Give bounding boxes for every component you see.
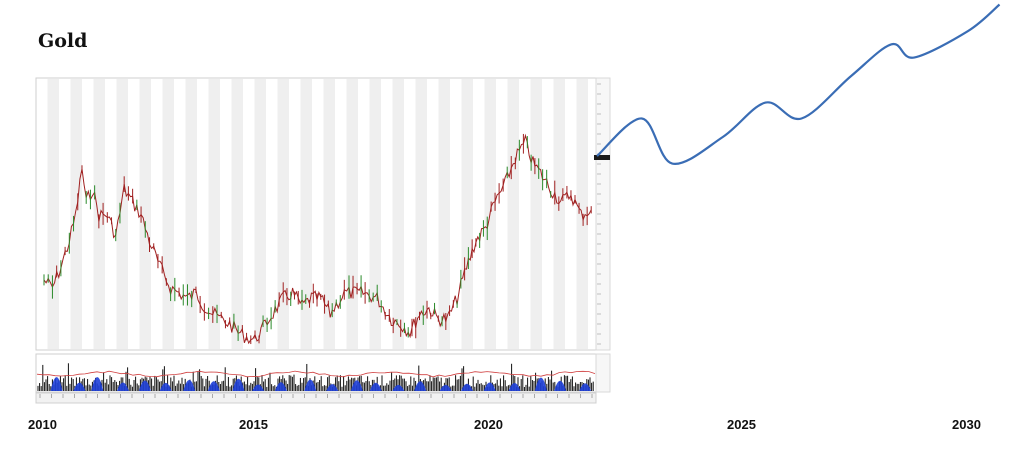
price-panel-background — [36, 78, 596, 350]
grid-stripe — [461, 79, 473, 349]
volume-axis — [595, 353, 611, 393]
x-tick-label: 2025 — [727, 417, 756, 432]
volume-hump — [50, 377, 63, 391]
volume-hump — [207, 381, 220, 391]
price-panel — [35, 77, 611, 351]
grid-stripe — [346, 79, 358, 349]
current-price-marker — [594, 155, 610, 160]
volume-panel — [35, 353, 611, 393]
x-tick-label: 2030 — [952, 417, 981, 432]
volume-hump — [350, 380, 363, 391]
date-strip-ticks — [39, 394, 593, 398]
volume-hump — [232, 378, 245, 391]
grid-stripe — [507, 79, 519, 349]
grid-stripe — [438, 79, 450, 349]
forecast-curve — [596, 3, 1001, 165]
volume-hump — [73, 382, 86, 391]
x-tick-label: 2010 — [28, 417, 57, 432]
volume-hump — [138, 380, 151, 391]
grid-stripe — [162, 79, 174, 349]
x-tick-label: 2020 — [474, 417, 503, 432]
grid-stripe — [185, 79, 197, 349]
grid-stripe — [300, 79, 312, 349]
x-tick-label: 2015 — [239, 417, 268, 432]
grid-stripe — [369, 79, 381, 349]
grid-stripe — [323, 79, 335, 349]
volume-hump — [91, 377, 104, 391]
grid-stripe — [70, 79, 82, 349]
volume-hump — [183, 379, 196, 391]
grid-stripe — [530, 79, 542, 349]
grid-stripe — [93, 79, 105, 349]
volume-bars — [37, 363, 594, 391]
grid-stripe — [254, 79, 266, 349]
volume-hump — [414, 381, 427, 391]
volume-hump — [483, 382, 496, 391]
candlestick-wicks — [43, 133, 592, 345]
grid-stripe — [277, 79, 289, 349]
grid-stripe — [392, 79, 404, 349]
volume-hump — [508, 383, 521, 391]
volume-hump — [116, 382, 129, 391]
volume-hump — [274, 382, 287, 391]
grid-stripe — [47, 79, 59, 349]
volume-hump — [534, 377, 547, 391]
chart-title: Gold — [38, 30, 88, 52]
volume-hump — [252, 384, 265, 391]
grid-stripe — [116, 79, 128, 349]
volume-hump — [304, 379, 317, 391]
volume-hump — [554, 380, 567, 391]
date-strip — [35, 392, 597, 404]
volume-hump — [579, 383, 592, 391]
grid-stripe — [231, 79, 243, 349]
grid-stripe — [415, 79, 427, 349]
volume-hump — [439, 384, 452, 391]
volume-hump — [369, 382, 382, 391]
grid-stripe — [553, 79, 565, 349]
volume-hump — [326, 384, 339, 391]
volume-hump — [392, 384, 405, 391]
volume-hump — [159, 382, 172, 391]
volume-hump — [461, 383, 474, 391]
volume-average-line — [36, 370, 596, 378]
grid-stripe — [139, 79, 151, 349]
grid-stripe — [208, 79, 220, 349]
